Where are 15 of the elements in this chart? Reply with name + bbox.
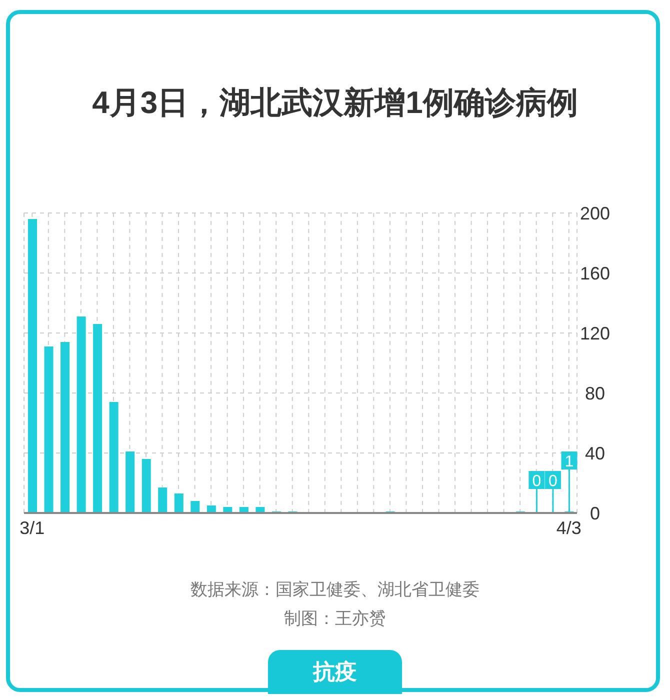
data-label: 1 [564,454,574,470]
y-tick-label: 120 [580,323,610,344]
y-tick-label: 40 [584,443,606,464]
chart-title: 4月3日，湖北武汉新增1例确诊病例 [91,84,579,122]
x-tick-label: 3/1 [20,518,45,538]
y-tick-label: 160 [580,263,610,284]
source-note: 数据来源：国家卫健委、湖北省卫健委 [190,579,480,601]
data-label: 0 [532,473,542,490]
x-tick-label: 4/3 [556,518,582,538]
data-label: 0 [548,473,558,490]
y-tick-label: 80 [584,383,606,404]
y-tick-label: 200 [580,203,610,224]
text: 抗疫 [268,650,402,694]
y-tick-label: 0 [590,503,600,524]
text: 制图：王亦赟 [283,608,387,630]
